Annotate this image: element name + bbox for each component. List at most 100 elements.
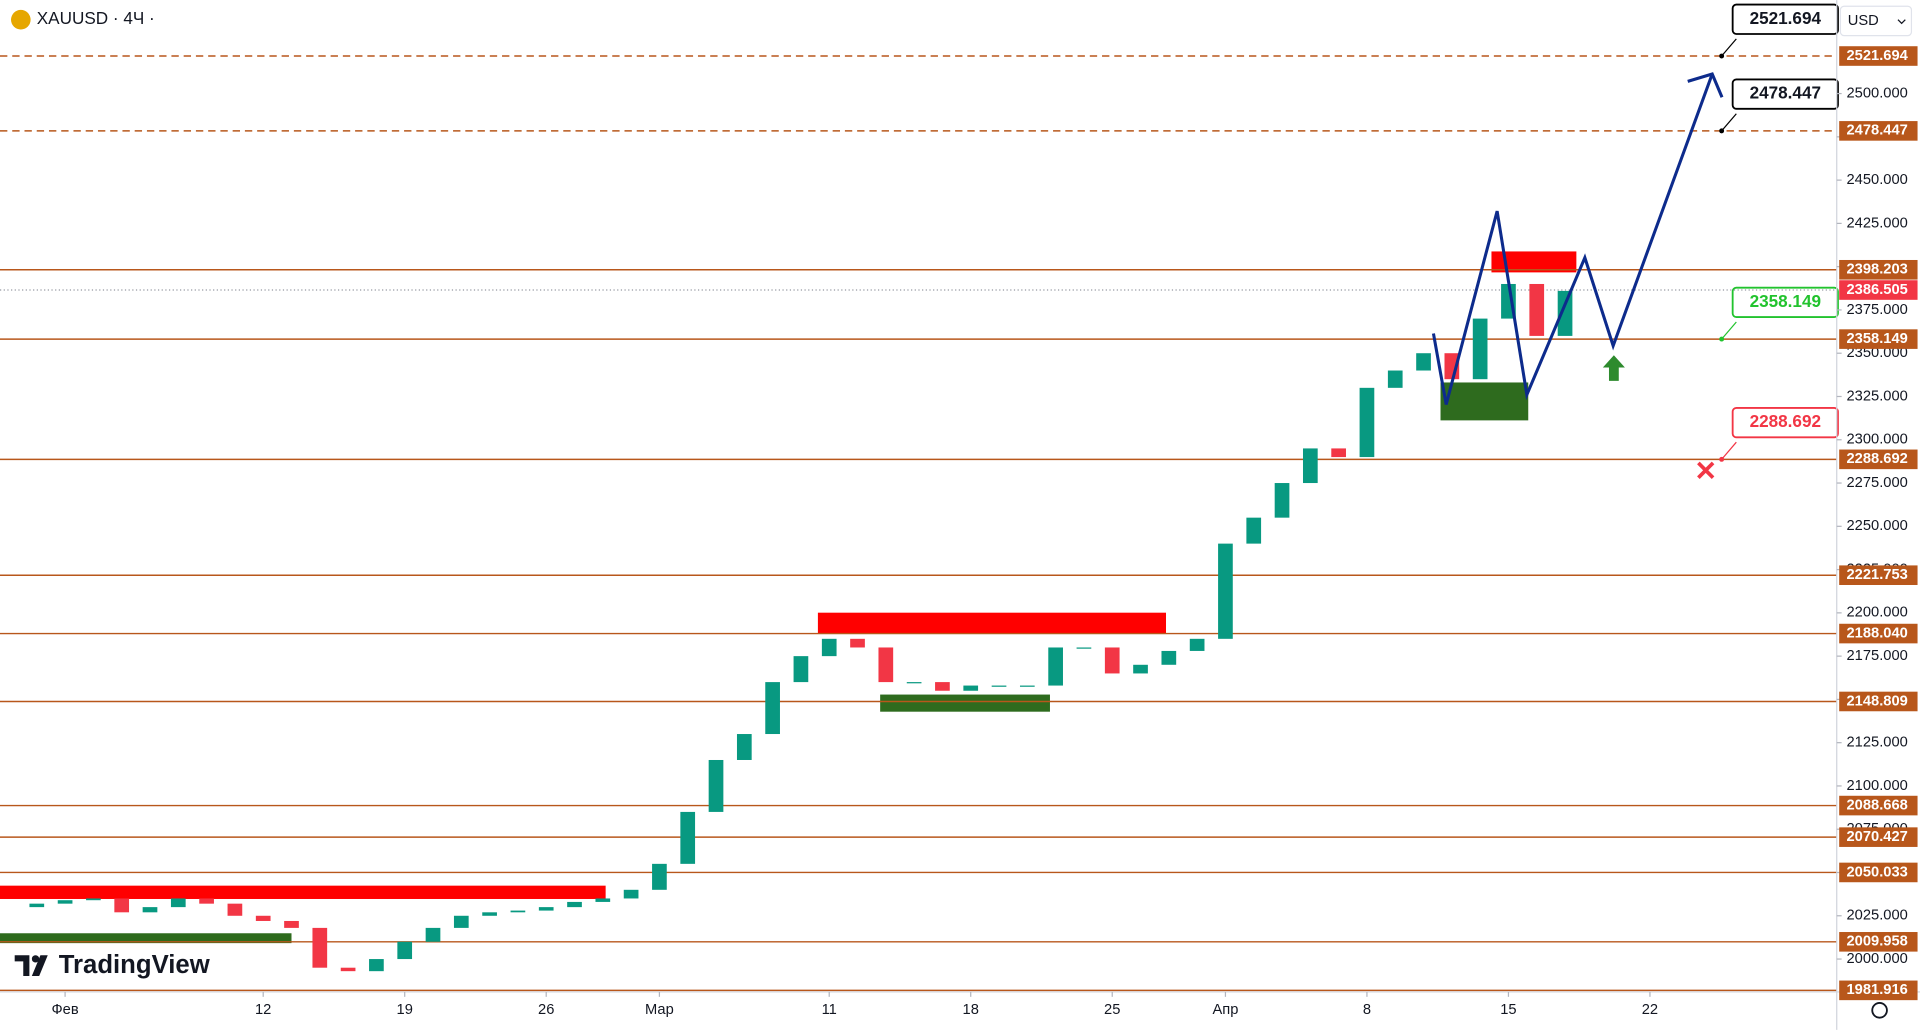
- callout-label: 2358.149: [1750, 291, 1821, 311]
- level-label-bg: [1839, 827, 1918, 847]
- level-label: 2288.692: [1847, 451, 1908, 467]
- candle: [567, 901, 582, 908]
- candle: [595, 898, 611, 902]
- level-label: 1981.916: [1847, 982, 1908, 998]
- candle: [906, 682, 922, 684]
- candle: [1274, 483, 1290, 518]
- y-tick-label: 2000.000: [1847, 951, 1908, 967]
- projection-path: [1431, 73, 1714, 405]
- candle: [425, 927, 441, 942]
- candle: [340, 967, 356, 972]
- y-tick-label: 2250.000: [1847, 518, 1908, 534]
- callout-label: 2521.694: [1750, 8, 1822, 28]
- level-label-bg: [1839, 795, 1918, 816]
- candle: [623, 889, 639, 899]
- level-label-bg: [1839, 932, 1918, 952]
- candle: [199, 898, 214, 904]
- last-price-label: 2386.505: [1847, 282, 1908, 298]
- y-tick-label: 2500.000: [1847, 85, 1908, 101]
- level-label-bg: [1839, 259, 1918, 280]
- candle: [652, 863, 667, 890]
- level-label: 2398.203: [1847, 262, 1908, 278]
- x-tick-label: Мар: [645, 1002, 674, 1018]
- y-tick-label: 2350.000: [1847, 345, 1908, 361]
- level-label: 2148.809: [1847, 693, 1908, 709]
- callout-label: 2288.692: [1750, 411, 1821, 431]
- x-tick-label: 19: [397, 1002, 413, 1018]
- candle: [312, 927, 328, 968]
- callout-leader: [1721, 113, 1737, 132]
- x-tick-label: 12: [255, 1002, 271, 1018]
- level-label-bg: [1839, 623, 1918, 644]
- last-price-bg: [1839, 280, 1918, 300]
- level-label-bg: [1839, 980, 1918, 1001]
- candle: [1076, 647, 1092, 649]
- candle: [57, 900, 73, 904]
- level-label: 2221.753: [1847, 567, 1908, 583]
- level-label: 2478.447: [1847, 123, 1908, 139]
- y-tick-label: 2300.000: [1847, 432, 1908, 448]
- callout-box: [1731, 406, 1839, 439]
- y-tick-label: 2375.000: [1847, 302, 1908, 318]
- y-tick-label: 2275.000: [1847, 475, 1908, 491]
- candle: [1189, 638, 1205, 651]
- candle: [369, 959, 384, 972]
- candle: [1359, 387, 1375, 458]
- candle: [850, 638, 865, 648]
- x-tick-label: 11: [822, 1002, 837, 1018]
- y-tick-label: 2125.000: [1847, 735, 1908, 751]
- candle: [1133, 664, 1148, 674]
- up-arrow-icon: [1602, 355, 1625, 381]
- candle: [1161, 650, 1177, 665]
- y-tick-label: 2100.000: [1847, 778, 1908, 794]
- candle: [142, 907, 158, 913]
- level-label: 2358.149: [1847, 331, 1908, 347]
- level-label: 2070.427: [1847, 829, 1908, 845]
- candle: [1557, 290, 1573, 336]
- level-label-bg: [1839, 565, 1918, 586]
- candle: [793, 656, 809, 683]
- candle: [1472, 318, 1488, 380]
- candle: [538, 907, 554, 911]
- candle: [1302, 448, 1318, 484]
- callout-leader: [1721, 441, 1737, 460]
- candle: [821, 638, 837, 657]
- zone: [880, 694, 1050, 712]
- symbol-title[interactable]: XAUUSD · 4Ч ·: [37, 8, 155, 28]
- candle: [284, 920, 299, 928]
- zone: [1491, 251, 1577, 273]
- y-tick-label: 2200.000: [1847, 605, 1908, 621]
- level-label: 2009.958: [1847, 934, 1908, 950]
- callout-dot: [1719, 53, 1725, 59]
- candle: [86, 898, 101, 901]
- y-tick-label: 2325.000: [1847, 388, 1908, 404]
- candle: [1387, 370, 1403, 388]
- currency[interactable]: USD: [1848, 13, 1879, 29]
- level-label-bg: [1839, 121, 1918, 141]
- candle: [1019, 685, 1035, 687]
- candle: [227, 903, 243, 916]
- candle: [991, 685, 1007, 687]
- candle: [680, 811, 696, 864]
- callout-box: [1731, 286, 1839, 318]
- candle: [1104, 647, 1120, 674]
- level-label-bg: [1839, 449, 1918, 470]
- candle: [1246, 517, 1262, 544]
- candle: [510, 910, 526, 913]
- callout-leader: [1721, 38, 1737, 57]
- candle: [708, 759, 724, 812]
- candle: [453, 915, 469, 928]
- x-tick-label: 15: [1500, 1002, 1516, 1018]
- stop-icon: [1697, 461, 1715, 479]
- y-tick-label: 2025.000: [1847, 908, 1908, 924]
- candle: [1048, 647, 1063, 686]
- level-label: 2521.694: [1847, 48, 1909, 64]
- settings-icon[interactable]: [1871, 1002, 1888, 1019]
- candle: [963, 685, 979, 691]
- currency-button[interactable]: [1839, 5, 1913, 37]
- x-tick-label: 25: [1104, 1002, 1120, 1018]
- zone: [817, 612, 1167, 634]
- callout-label: 2478.447: [1750, 83, 1821, 103]
- y-tick-label: 2425.000: [1847, 215, 1908, 231]
